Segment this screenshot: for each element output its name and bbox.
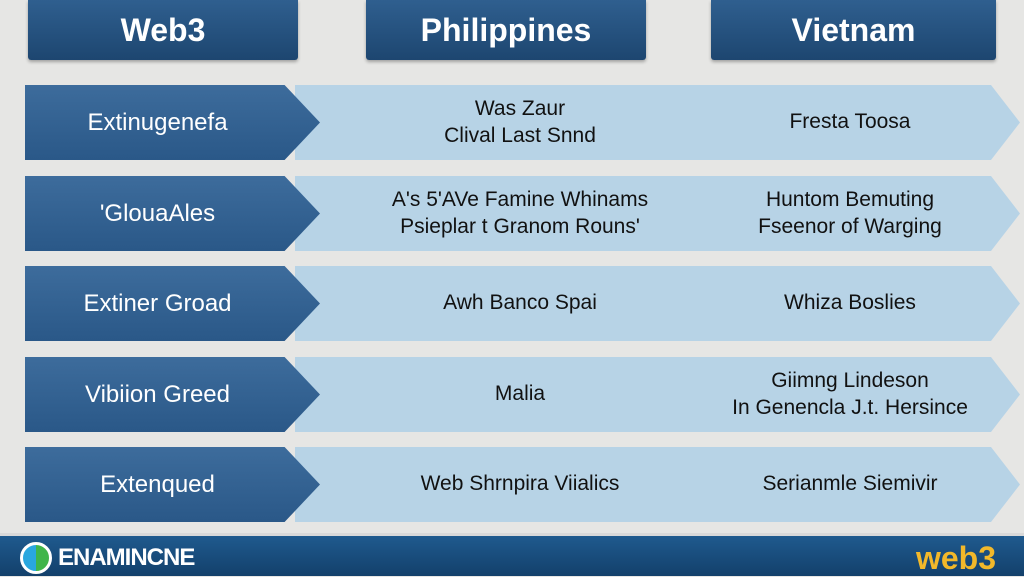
brand-name: ENAMINCNE	[58, 544, 195, 571]
row-label: Extinugenefa	[25, 85, 320, 160]
row-label: Extiner Groad	[25, 266, 320, 341]
row-band	[295, 266, 1020, 341]
header-philippines: Philippines	[366, 0, 646, 60]
footer-bar: ENAMINCNE web3	[0, 533, 1024, 576]
vietnam-cell: Serianmle Siemivir	[762, 472, 938, 496]
row-label: 'GlouaAles	[25, 176, 320, 251]
vietnam-cell: Huntom Bemuting Fseenor of Warging	[758, 188, 942, 238]
philippines-cell: Was Zaur Clival Last Snnd	[444, 97, 596, 147]
row-label: Vibiion Greed	[25, 357, 320, 432]
vietnam-cell: Whiza Boslies	[784, 291, 916, 315]
comparison-row: Extiner Groad Awh Banco Spai Whiza Bosli…	[25, 266, 1020, 341]
vietnam-cell: Fresta Toosa	[789, 110, 911, 134]
row-label-text: Extinugenefa	[87, 108, 228, 136]
comparison-row: 'GlouaAles A's 5'AVe Famine Whinams Psie…	[25, 176, 1020, 251]
philippines-cell: Malia	[494, 382, 546, 406]
row-label-text: Extiner Groad	[83, 289, 232, 317]
row-label-text: Extenqued	[100, 470, 215, 498]
logo-circle-icon	[20, 542, 52, 574]
row-band	[295, 176, 1020, 251]
row-band	[295, 357, 1020, 432]
row-label-text: 'GlouaAles	[99, 199, 216, 227]
philippines-cell: Awh Banco Spai	[443, 291, 597, 315]
row-label-text: Vibiion Greed	[85, 380, 230, 408]
comparison-row: Extenqued Web Shrnpira Viialics Serianml…	[25, 447, 1020, 522]
comparison-row: Extinugenefa Was Zaur Clival Last Snnd F…	[25, 85, 1020, 160]
philippines-cell: A's 5'AVe Famine Whinams Psieplar t Gran…	[391, 188, 649, 238]
row-band	[295, 85, 1020, 160]
row-band	[295, 447, 1020, 522]
row-label: Extenqued	[25, 447, 320, 522]
brand-logo: ENAMINCNE	[20, 542, 195, 574]
philippines-cell: Web Shrnpira Viialics	[420, 472, 620, 496]
header-web3: Web3	[28, 0, 298, 60]
header-vietnam: Vietnam	[711, 0, 996, 60]
vietnam-cell: Giimng Lindeson In Genencla J.t. Hersinc…	[732, 369, 968, 419]
web3-logo: web3	[915, 540, 996, 576]
comparison-row: Vibiion Greed Malia Giimng Lindeson In G…	[25, 357, 1020, 432]
